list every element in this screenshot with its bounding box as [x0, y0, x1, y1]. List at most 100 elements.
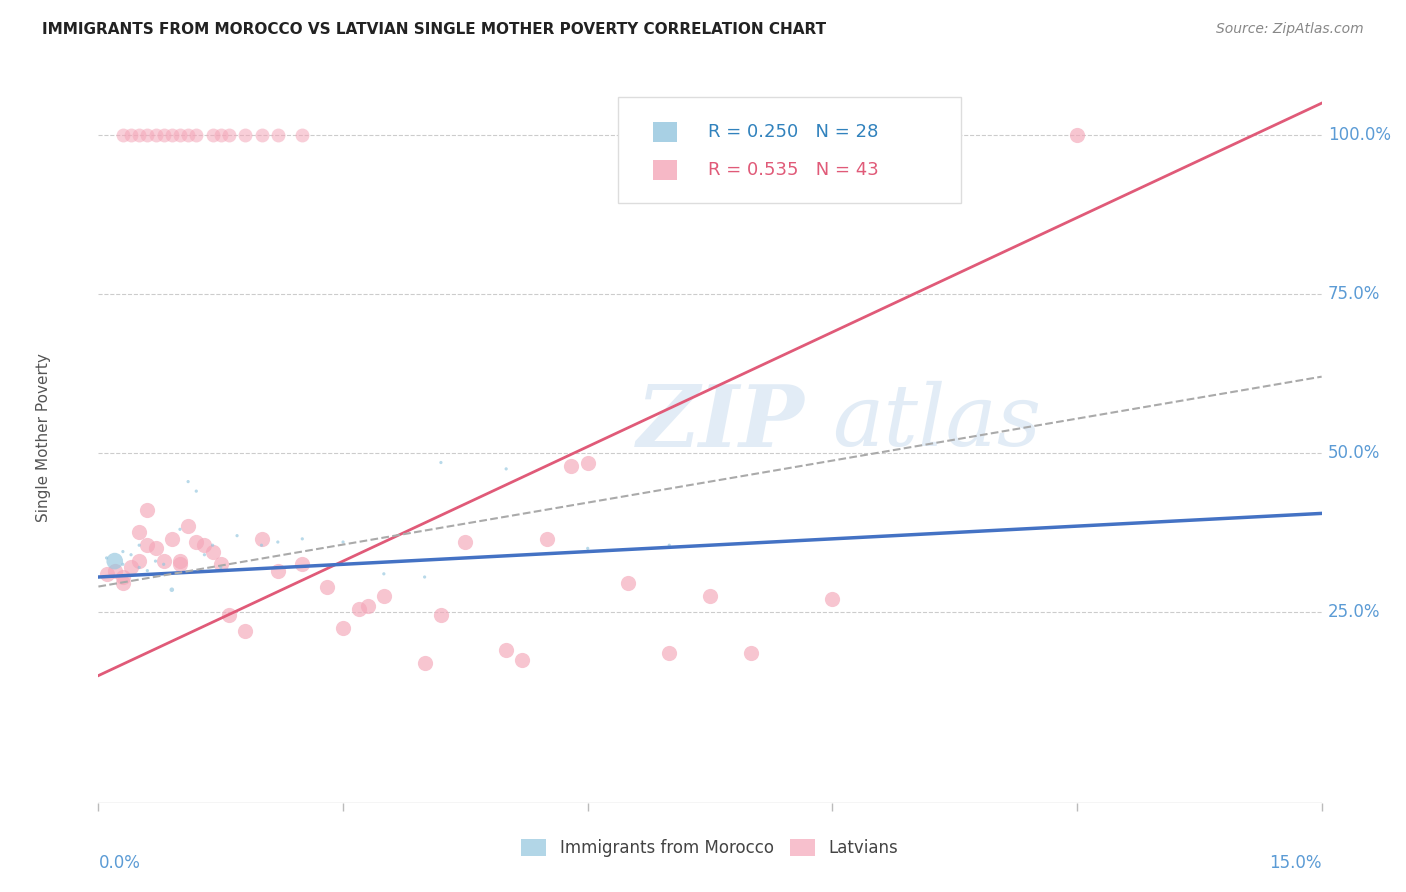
Point [201, 538, 224, 552]
Point [152, 558, 174, 572]
Point [111, 128, 134, 142]
Point [136, 538, 159, 552]
Point [177, 128, 200, 142]
Text: atlas: atlas [832, 381, 1042, 464]
Point [120, 560, 142, 574]
Text: R = 0.250   N = 28: R = 0.250 N = 28 [707, 123, 877, 141]
Point [193, 538, 215, 552]
Text: 50.0%: 50.0% [1327, 444, 1381, 462]
Point [226, 529, 249, 543]
Point [136, 564, 159, 578]
Point [495, 462, 517, 476]
Text: 25.0%: 25.0% [1327, 603, 1381, 621]
Point [169, 558, 191, 572]
Point [267, 128, 290, 142]
Point [104, 564, 127, 578]
Point [233, 128, 256, 142]
Point [145, 554, 167, 568]
Point [201, 128, 224, 142]
Point [218, 128, 240, 142]
Point [373, 566, 395, 581]
Point [128, 554, 150, 568]
Point [169, 554, 191, 568]
Point [250, 128, 273, 142]
Point [821, 592, 844, 607]
Point [576, 541, 599, 556]
Point [136, 503, 159, 517]
Point [136, 128, 159, 142]
Point [209, 560, 232, 574]
Point [267, 535, 290, 549]
Point [160, 128, 183, 142]
Point [111, 576, 134, 591]
Point [495, 643, 517, 657]
Text: ZIP: ZIP [637, 381, 804, 464]
Point [356, 599, 378, 613]
Point [267, 564, 290, 578]
Point [536, 532, 558, 546]
Point [576, 456, 599, 470]
Point [291, 558, 314, 572]
Point [160, 582, 183, 597]
Text: Single Mother Poverty: Single Mother Poverty [37, 352, 51, 522]
Text: 15.0%: 15.0% [1270, 854, 1322, 872]
Point [169, 128, 191, 142]
Point [201, 544, 224, 558]
Point [152, 554, 174, 568]
Point [193, 548, 215, 562]
Point [315, 580, 337, 594]
Text: 0.0%: 0.0% [98, 854, 141, 872]
Text: 75.0%: 75.0% [1327, 285, 1381, 303]
Point [373, 589, 395, 603]
Point [250, 532, 273, 546]
Point [699, 589, 721, 603]
Point [209, 128, 232, 142]
FancyBboxPatch shape [619, 97, 960, 203]
FancyBboxPatch shape [652, 160, 676, 180]
Point [145, 128, 167, 142]
Point [349, 602, 371, 616]
FancyBboxPatch shape [652, 122, 676, 143]
Point [128, 128, 150, 142]
Point [186, 484, 208, 499]
Point [332, 621, 354, 635]
Point [111, 544, 134, 558]
Point [291, 532, 314, 546]
Point [104, 554, 127, 568]
Text: IMMIGRANTS FROM MOROCCO VS LATVIAN SINGLE MOTHER POVERTY CORRELATION CHART: IMMIGRANTS FROM MOROCCO VS LATVIAN SINGL… [42, 22, 827, 37]
Point [413, 656, 436, 670]
Point [177, 475, 200, 489]
Text: 100.0%: 100.0% [1327, 126, 1391, 144]
Point [291, 128, 314, 142]
Point [111, 570, 134, 584]
Point [658, 646, 681, 660]
Point [169, 522, 191, 536]
Point [152, 128, 174, 142]
Point [96, 550, 118, 565]
Point [160, 532, 183, 546]
Point [128, 525, 150, 540]
Point [430, 456, 453, 470]
Text: R = 0.535   N = 43: R = 0.535 N = 43 [707, 161, 879, 179]
Point [560, 458, 582, 473]
Point [1066, 128, 1088, 142]
Point [233, 624, 256, 638]
Legend: Immigrants from Morocco, Latvians: Immigrants from Morocco, Latvians [515, 832, 905, 864]
Text: Source: ZipAtlas.com: Source: ZipAtlas.com [1216, 22, 1364, 37]
Point [186, 128, 208, 142]
Point [186, 535, 208, 549]
Point [111, 558, 134, 572]
Point [740, 646, 762, 660]
Point [430, 608, 453, 623]
Point [177, 519, 200, 533]
Point [617, 576, 640, 591]
Point [454, 535, 477, 549]
Point [120, 548, 142, 562]
Point [120, 128, 142, 142]
Point [413, 570, 436, 584]
Point [512, 653, 534, 667]
Point [128, 560, 150, 574]
Point [658, 538, 681, 552]
Point [128, 538, 150, 552]
Point [332, 535, 354, 549]
